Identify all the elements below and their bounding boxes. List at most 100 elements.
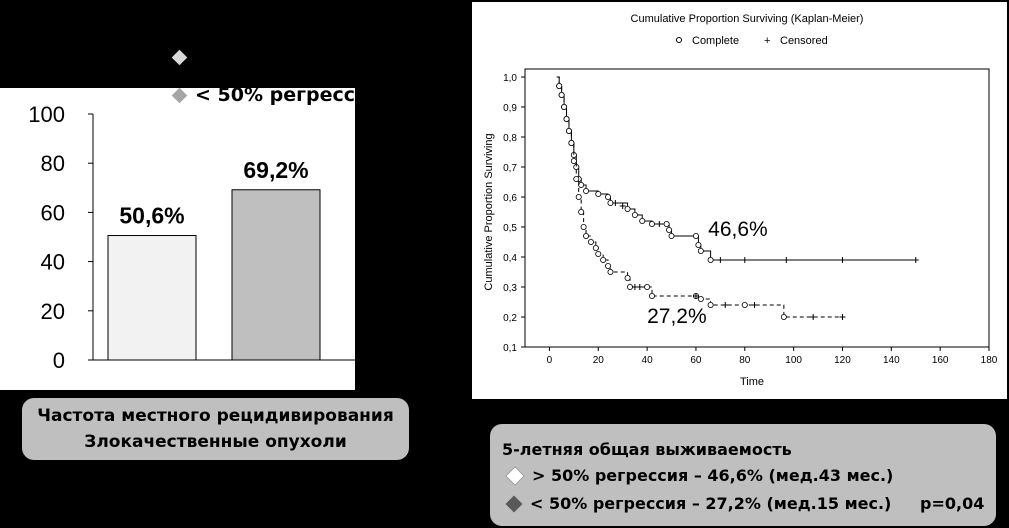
censored-marker <box>619 203 626 209</box>
bar-data-label: 50,6% <box>119 203 184 229</box>
complete-marker <box>707 301 714 308</box>
x-tick-label: 120 <box>834 355 851 366</box>
x-tick-label: 0 <box>547 355 553 366</box>
complete-marker <box>605 262 612 269</box>
y-tick-label: 0,2 <box>503 313 517 324</box>
complete-marker <box>570 157 577 164</box>
y-tick-label: 0 <box>53 348 65 373</box>
y-tick-label: 0,6 <box>503 193 517 204</box>
caption-line-2: Злокачественные опухоли <box>84 432 347 452</box>
y-tick-label: 0,5 <box>503 223 517 234</box>
complete-marker <box>648 292 655 299</box>
censored-marker <box>783 257 790 263</box>
censored-marker <box>751 302 758 308</box>
complete-marker <box>648 220 655 227</box>
legend-item-2: < 50% регресси <box>168 84 368 106</box>
complete-marker <box>697 295 704 302</box>
complete-marker <box>578 208 585 215</box>
x-tick-label: 140 <box>883 355 900 366</box>
y-tick-label: 0,1 <box>503 343 517 354</box>
complete-marker <box>595 190 602 197</box>
complete-marker <box>561 104 568 111</box>
censored-marker <box>912 257 919 263</box>
y-tick-label: 20 <box>41 299 65 324</box>
censored-marker <box>692 293 699 299</box>
y-tick-label: 60 <box>41 200 65 225</box>
legend-censored-marker: + <box>764 35 770 47</box>
x-tick-label: 60 <box>690 355 702 366</box>
y-tick-label: 0,3 <box>503 283 517 294</box>
complete-marker <box>583 232 590 239</box>
km-caption-line-1: > 50% регрессия – 46,6% (мед.43 мес.) <box>502 465 893 486</box>
km-caption-line-2-text: < 50% регрессия – 27,2% (мед.15 мес.) <box>530 494 892 513</box>
caption-line-1: Частота местного рецидивирования <box>37 406 394 426</box>
bar-data-label: 69,2% <box>243 157 308 183</box>
complete-marker <box>605 193 612 200</box>
complete-marker <box>666 226 673 233</box>
x-tick-label: 20 <box>593 355 605 366</box>
complete-marker <box>575 193 582 200</box>
censored-marker <box>717 257 724 263</box>
complete-marker <box>707 256 714 263</box>
complete-marker <box>644 283 651 290</box>
y-tick-label: 40 <box>41 250 65 275</box>
x-tick-label: 160 <box>932 355 949 366</box>
legend-censored-label: Censored <box>780 35 828 47</box>
censored-marker <box>839 257 846 263</box>
km-title: Cumulative Proportion Surviving (Kaplan-… <box>631 13 864 25</box>
complete-marker <box>631 211 638 218</box>
survival-curve-2 <box>556 76 843 318</box>
censored-marker <box>839 314 846 320</box>
censored-marker <box>741 257 748 263</box>
censored-marker <box>656 221 663 227</box>
complete-marker <box>741 301 748 308</box>
complete-marker <box>627 283 634 290</box>
complete-marker <box>583 187 590 194</box>
y-tick-label: 80 <box>41 151 65 176</box>
complete-marker <box>668 232 675 239</box>
complete-marker <box>624 274 631 281</box>
censored-marker <box>636 284 643 290</box>
censored-marker <box>722 302 729 308</box>
km-caption-title: 5-летняя общая выживаемость <box>502 440 792 459</box>
legend-label-2: < 50% регресси <box>195 84 369 106</box>
curve-annotation-2: 27,2% <box>647 305 707 328</box>
censored-marker <box>810 314 817 320</box>
complete-marker <box>580 223 587 230</box>
y-tick-label: 100 <box>28 102 65 127</box>
complete-marker <box>565 128 572 135</box>
complete-marker <box>624 205 631 212</box>
km-caption-pvalue: p=0,04 <box>920 494 985 513</box>
complete-marker <box>697 247 704 254</box>
y-tick-label: 0,7 <box>503 163 517 174</box>
x-axis-label: Time <box>740 376 764 388</box>
complete-marker <box>563 116 570 123</box>
legend-diamond-icon <box>505 495 523 512</box>
y-tick-label: 0,4 <box>503 253 517 264</box>
complete-marker <box>600 256 607 263</box>
y-tick-label: 0,9 <box>503 103 517 114</box>
bar-chart-panel: 0 20 40 60 80 100 50,6% 69,2% <box>0 88 355 390</box>
complete-marker <box>587 238 594 245</box>
legend-diamond-icon <box>505 465 525 486</box>
legend-diamond-icon <box>171 49 188 66</box>
y-axis-label: Cumulative Proportion Surviving <box>483 133 495 290</box>
bar-caption-box: Частота местного рецидивирования Злокаче… <box>22 398 409 460</box>
complete-marker <box>639 217 646 224</box>
bar-chart: 0 20 40 60 80 100 50,6% 69,2% <box>28 102 355 373</box>
legend-item-1 <box>168 49 195 66</box>
complete-marker <box>692 232 699 239</box>
complete-marker <box>595 250 602 257</box>
km-caption-box: 5-летняя общая выживаемость > 50% регрес… <box>490 424 996 526</box>
complete-marker <box>568 139 575 146</box>
censored-marker <box>612 200 619 206</box>
bar <box>231 189 321 361</box>
legend-complete-marker <box>676 37 682 43</box>
complete-marker <box>607 199 614 206</box>
km-chart: Cumulative Proportion Surviving (Kaplan-… <box>483 13 998 388</box>
curve-annotation-1: 46,6% <box>708 218 768 241</box>
complete-marker <box>573 175 580 182</box>
complete-marker <box>663 220 670 227</box>
x-tick-label: 40 <box>642 355 654 366</box>
complete-marker <box>558 92 565 99</box>
